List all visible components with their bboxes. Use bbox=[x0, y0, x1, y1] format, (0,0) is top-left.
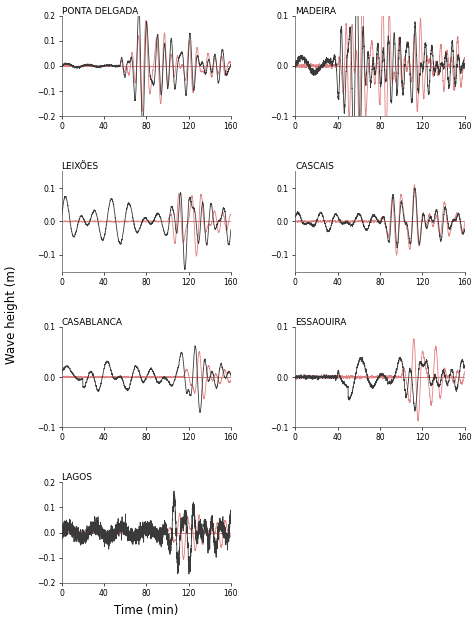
Text: CASCAIS: CASCAIS bbox=[295, 162, 334, 171]
Text: CASABLANCA: CASABLANCA bbox=[62, 318, 123, 327]
Text: MADEIRA: MADEIRA bbox=[295, 7, 336, 16]
X-axis label: Time (min): Time (min) bbox=[114, 604, 178, 617]
Text: PONTA DELGADA: PONTA DELGADA bbox=[62, 7, 138, 16]
Text: LAGOS: LAGOS bbox=[62, 473, 92, 483]
Text: LEIXÕES: LEIXÕES bbox=[62, 162, 99, 171]
Text: ESSAOUIRA: ESSAOUIRA bbox=[295, 318, 346, 327]
Text: Wave height (m): Wave height (m) bbox=[5, 266, 18, 364]
